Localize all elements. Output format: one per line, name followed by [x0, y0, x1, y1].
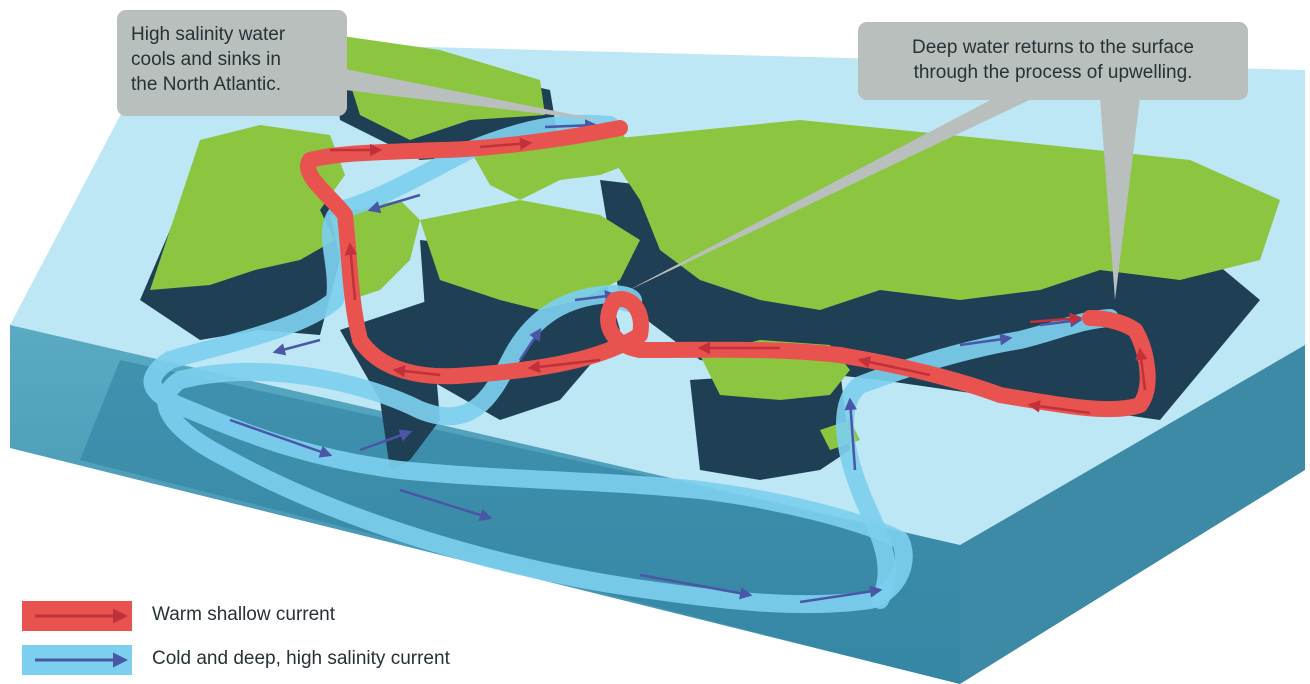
cold-arrow-southern-1	[229, 418, 333, 458]
cold-current-band-pacific	[836, 309, 1119, 609]
ocean-right-face	[960, 345, 1305, 684]
callout-north-atlantic-line-3: the North Atlantic.	[131, 74, 281, 95]
legend-swatches	[22, 601, 132, 675]
callout-pointer-upwelling-right	[1100, 98, 1140, 300]
cold-arrow-north-atlantic-1	[544, 119, 598, 132]
legend-cold-label: Cold and deep, high salinity current	[152, 648, 450, 669]
legend-warm-swatch-spacer	[22, 601, 132, 629]
cold-current-arrows	[229, 119, 1083, 604]
greenland	[335, 35, 545, 140]
australia-side	[690, 370, 850, 480]
warm-arrow-7	[857, 355, 931, 377]
callout-upwelling-line-1: Deep water returns to the surface	[912, 37, 1194, 58]
cold-arrow-southern-4	[799, 585, 883, 604]
callout-upwelling: Deep water returns to the surface throug…	[858, 22, 1248, 100]
cold-arrow-southern-3	[639, 573, 753, 600]
cold-arrow-north-atlantic-2	[367, 193, 421, 214]
legend-warm-label: Warm shallow current	[152, 604, 336, 625]
warm-current-arrows	[330, 137, 1148, 415]
callout-north-atlantic-line-2: cools and sinks in	[131, 49, 281, 70]
cold-arrow-atlantic-1	[272, 338, 321, 356]
warm-arrow-2	[479, 137, 533, 151]
legend-cold-swatch-spacer	[22, 645, 132, 673]
cold-arrow-southern-2	[399, 488, 493, 521]
cold-arrow-mid-1	[359, 429, 413, 452]
legend-item-warm: Warm shallow current	[22, 601, 335, 629]
callout-upwelling-line-2: through the process of upwelling.	[913, 62, 1193, 83]
callout-north-atlantic-line-1: High salinity water	[131, 24, 286, 45]
warm-current-band	[300, 120, 1156, 418]
warm-arrow-9	[1135, 347, 1148, 391]
warm-arrow-8	[1027, 400, 1091, 415]
cold-arrow-pacific-2	[959, 333, 1013, 347]
cold-current-band	[143, 114, 913, 614]
warm-arrow-3	[344, 242, 358, 301]
callout-pointer-upwelling-left	[625, 95, 1040, 292]
africa	[420, 200, 640, 310]
warm-arrow-5	[527, 358, 601, 374]
callout-pointers	[300, 60, 1140, 300]
warm-shallow-current	[300, 120, 1156, 418]
warm-arrow-10	[1029, 312, 1083, 326]
north-america	[150, 125, 345, 290]
warm-arrow-4	[392, 364, 441, 378]
cold-arrow-indian-1	[518, 327, 542, 361]
callout-north-atlantic: High salinity water cools and sinks in t…	[117, 10, 347, 116]
legend-item-cold: Cold and deep, high salinity current	[22, 645, 450, 673]
cold-arrow-pacific-1	[844, 397, 857, 471]
cold-deep-current	[143, 114, 1119, 614]
callout-pointer-north-atlantic	[300, 60, 610, 122]
